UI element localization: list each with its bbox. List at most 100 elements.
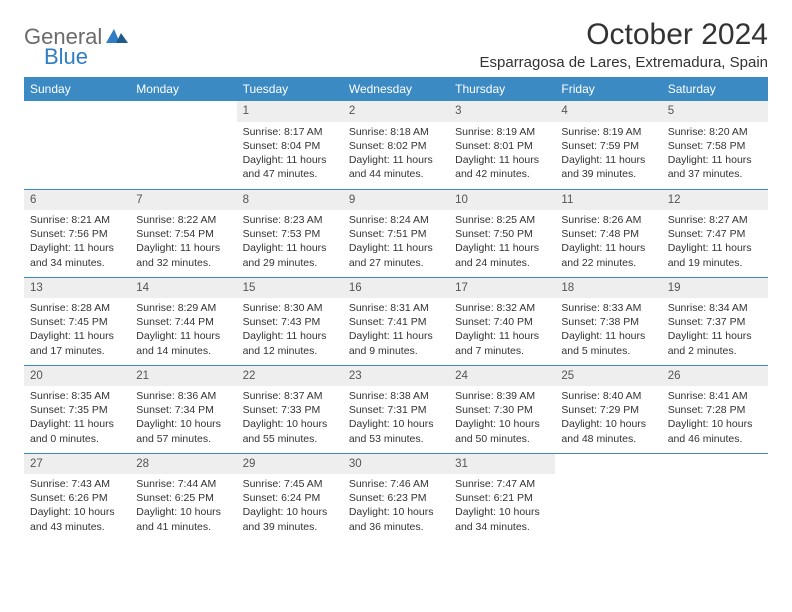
daylight-text: Daylight: 10 hours and 36 minutes. xyxy=(349,505,443,533)
day-body: Sunrise: 8:18 AMSunset: 8:02 PMDaylight:… xyxy=(343,122,449,186)
day-body: Sunrise: 7:47 AMSunset: 6:21 PMDaylight:… xyxy=(449,474,555,538)
day-body: Sunrise: 8:22 AMSunset: 7:54 PMDaylight:… xyxy=(130,210,236,274)
sunset-text: Sunset: 6:25 PM xyxy=(136,491,230,505)
day-number: 15 xyxy=(237,278,343,299)
day-body: Sunrise: 7:46 AMSunset: 6:23 PMDaylight:… xyxy=(343,474,449,538)
sunrise-text: Sunrise: 8:27 AM xyxy=(668,213,762,227)
calendar-cell: 22Sunrise: 8:37 AMSunset: 7:33 PMDayligh… xyxy=(237,365,343,453)
calendar-cell xyxy=(24,101,130,189)
sunrise-text: Sunrise: 8:40 AM xyxy=(561,389,655,403)
calendar-cell: 2Sunrise: 8:18 AMSunset: 8:02 PMDaylight… xyxy=(343,101,449,189)
day-body: Sunrise: 8:37 AMSunset: 7:33 PMDaylight:… xyxy=(237,386,343,450)
day-body: Sunrise: 8:19 AMSunset: 8:01 PMDaylight:… xyxy=(449,122,555,186)
calendar-week: 6Sunrise: 8:21 AMSunset: 7:56 PMDaylight… xyxy=(24,189,768,277)
sunrise-text: Sunrise: 8:19 AM xyxy=(561,125,655,139)
calendar-cell: 6Sunrise: 8:21 AMSunset: 7:56 PMDaylight… xyxy=(24,189,130,277)
day-body: Sunrise: 8:40 AMSunset: 7:29 PMDaylight:… xyxy=(555,386,661,450)
day-number: 21 xyxy=(130,366,236,387)
daylight-text: Daylight: 11 hours and 44 minutes. xyxy=(349,153,443,181)
calendar-table: SundayMondayTuesdayWednesdayThursdayFrid… xyxy=(24,77,768,541)
day-number: 25 xyxy=(555,366,661,387)
sunset-text: Sunset: 7:29 PM xyxy=(561,403,655,417)
daylight-text: Daylight: 11 hours and 17 minutes. xyxy=(30,329,124,357)
daylight-text: Daylight: 11 hours and 42 minutes. xyxy=(455,153,549,181)
day-number: 23 xyxy=(343,366,449,387)
sunrise-text: Sunrise: 8:23 AM xyxy=(243,213,337,227)
calendar-week: 27Sunrise: 7:43 AMSunset: 6:26 PMDayligh… xyxy=(24,453,768,541)
day-number: 8 xyxy=(237,190,343,211)
calendar-cell: 27Sunrise: 7:43 AMSunset: 6:26 PMDayligh… xyxy=(24,453,130,541)
calendar-cell: 16Sunrise: 8:31 AMSunset: 7:41 PMDayligh… xyxy=(343,277,449,365)
day-body: Sunrise: 8:39 AMSunset: 7:30 PMDaylight:… xyxy=(449,386,555,450)
daylight-text: Daylight: 11 hours and 12 minutes. xyxy=(243,329,337,357)
weekday-header: Monday xyxy=(130,77,236,101)
daylight-text: Daylight: 10 hours and 50 minutes. xyxy=(455,417,549,445)
day-body: Sunrise: 8:29 AMSunset: 7:44 PMDaylight:… xyxy=(130,298,236,362)
sunset-text: Sunset: 7:58 PM xyxy=(668,139,762,153)
calendar-cell xyxy=(130,101,236,189)
day-number: 29 xyxy=(237,454,343,475)
day-body: Sunrise: 8:26 AMSunset: 7:48 PMDaylight:… xyxy=(555,210,661,274)
daylight-text: Daylight: 11 hours and 5 minutes. xyxy=(561,329,655,357)
sunset-text: Sunset: 7:50 PM xyxy=(455,227,549,241)
sunrise-text: Sunrise: 7:47 AM xyxy=(455,477,549,491)
sunrise-text: Sunrise: 8:28 AM xyxy=(30,301,124,315)
sunrise-text: Sunrise: 8:18 AM xyxy=(349,125,443,139)
day-number: 26 xyxy=(662,366,768,387)
calendar-cell xyxy=(555,453,661,541)
daylight-text: Daylight: 11 hours and 32 minutes. xyxy=(136,241,230,269)
sunset-text: Sunset: 8:04 PM xyxy=(243,139,337,153)
calendar-week: 20Sunrise: 8:35 AMSunset: 7:35 PMDayligh… xyxy=(24,365,768,453)
calendar-cell: 24Sunrise: 8:39 AMSunset: 7:30 PMDayligh… xyxy=(449,365,555,453)
sunrise-text: Sunrise: 7:45 AM xyxy=(243,477,337,491)
sunrise-text: Sunrise: 8:22 AM xyxy=(136,213,230,227)
day-body: Sunrise: 8:21 AMSunset: 7:56 PMDaylight:… xyxy=(24,210,130,274)
calendar-cell: 31Sunrise: 7:47 AMSunset: 6:21 PMDayligh… xyxy=(449,453,555,541)
day-number: 12 xyxy=(662,190,768,211)
sunrise-text: Sunrise: 7:44 AM xyxy=(136,477,230,491)
sunset-text: Sunset: 7:54 PM xyxy=(136,227,230,241)
calendar-cell: 7Sunrise: 8:22 AMSunset: 7:54 PMDaylight… xyxy=(130,189,236,277)
sunset-text: Sunset: 7:35 PM xyxy=(30,403,124,417)
day-number: 28 xyxy=(130,454,236,475)
sunset-text: Sunset: 6:26 PM xyxy=(30,491,124,505)
weekday-header: Saturday xyxy=(662,77,768,101)
day-body: Sunrise: 8:38 AMSunset: 7:31 PMDaylight:… xyxy=(343,386,449,450)
sunrise-text: Sunrise: 8:25 AM xyxy=(455,213,549,227)
calendar-cell: 30Sunrise: 7:46 AMSunset: 6:23 PMDayligh… xyxy=(343,453,449,541)
day-number: 31 xyxy=(449,454,555,475)
sunrise-text: Sunrise: 8:31 AM xyxy=(349,301,443,315)
logo-text-blue-wrap: Blue xyxy=(44,44,88,70)
calendar-cell: 29Sunrise: 7:45 AMSunset: 6:24 PMDayligh… xyxy=(237,453,343,541)
weekday-header: Tuesday xyxy=(237,77,343,101)
sunrise-text: Sunrise: 8:29 AM xyxy=(136,301,230,315)
calendar-cell: 11Sunrise: 8:26 AMSunset: 7:48 PMDayligh… xyxy=(555,189,661,277)
sunrise-text: Sunrise: 8:37 AM xyxy=(243,389,337,403)
day-body: Sunrise: 8:35 AMSunset: 7:35 PMDaylight:… xyxy=(24,386,130,450)
day-body: Sunrise: 8:27 AMSunset: 7:47 PMDaylight:… xyxy=(662,210,768,274)
sunset-text: Sunset: 7:59 PM xyxy=(561,139,655,153)
sunrise-text: Sunrise: 8:26 AM xyxy=(561,213,655,227)
sunset-text: Sunset: 7:44 PM xyxy=(136,315,230,329)
day-number: 19 xyxy=(662,278,768,299)
sunrise-text: Sunrise: 7:46 AM xyxy=(349,477,443,491)
daylight-text: Daylight: 10 hours and 43 minutes. xyxy=(30,505,124,533)
day-number: 1 xyxy=(237,101,343,122)
weekday-row: SundayMondayTuesdayWednesdayThursdayFrid… xyxy=(24,77,768,101)
day-number: 5 xyxy=(662,101,768,122)
calendar-cell: 20Sunrise: 8:35 AMSunset: 7:35 PMDayligh… xyxy=(24,365,130,453)
daylight-text: Daylight: 11 hours and 39 minutes. xyxy=(561,153,655,181)
calendar-cell xyxy=(662,453,768,541)
calendar-cell: 19Sunrise: 8:34 AMSunset: 7:37 PMDayligh… xyxy=(662,277,768,365)
day-body: Sunrise: 8:41 AMSunset: 7:28 PMDaylight:… xyxy=(662,386,768,450)
day-body: Sunrise: 8:17 AMSunset: 8:04 PMDaylight:… xyxy=(237,122,343,186)
calendar-cell: 5Sunrise: 8:20 AMSunset: 7:58 PMDaylight… xyxy=(662,101,768,189)
sunrise-text: Sunrise: 8:39 AM xyxy=(455,389,549,403)
sunrise-text: Sunrise: 8:32 AM xyxy=(455,301,549,315)
day-number: 10 xyxy=(449,190,555,211)
daylight-text: Daylight: 10 hours and 39 minutes. xyxy=(243,505,337,533)
day-number: 20 xyxy=(24,366,130,387)
calendar-cell: 9Sunrise: 8:24 AMSunset: 7:51 PMDaylight… xyxy=(343,189,449,277)
sunset-text: Sunset: 8:02 PM xyxy=(349,139,443,153)
day-number: 11 xyxy=(555,190,661,211)
